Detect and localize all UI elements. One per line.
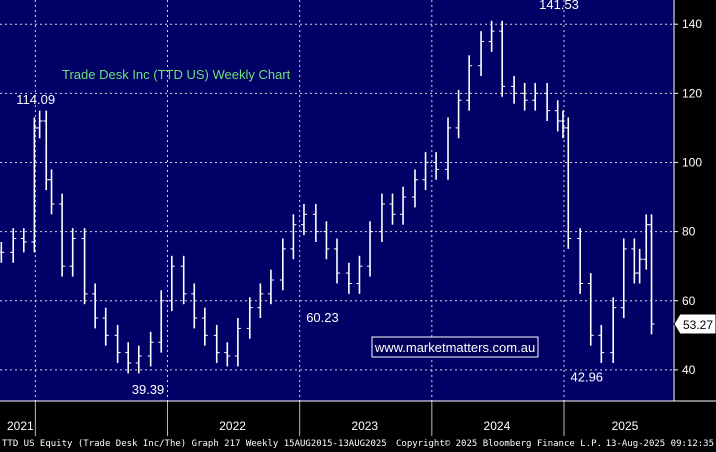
x-tick-label: 2021 (7, 419, 34, 433)
watermark-text: www.marketmatters.com.au (374, 340, 535, 355)
x-tick-label: 2023 (351, 419, 378, 433)
y-axis-panel (674, 0, 716, 401)
footer-security-info: TTD US Equity (Trade Desk Inc/The) Graph… (2, 439, 387, 449)
plot-area (0, 0, 674, 401)
y-tick-label: 120 (682, 86, 702, 100)
x-axis-panel (0, 401, 716, 436)
y-tick-label: 60 (682, 294, 696, 308)
price-annotation: 42.96 (571, 370, 604, 385)
y-tick-label: 40 (682, 363, 696, 377)
footer-timestamp: 13-Aug-2025 09:12:35 (605, 439, 714, 449)
last-value-tag (673, 313, 716, 335)
price-annotation: 39.39 (132, 382, 165, 397)
price-annotation: 141.53 (539, 0, 579, 12)
y-tick-label: 100 (682, 155, 702, 169)
chart-footer: TTD US Equity (Trade Desk Inc/The) Graph… (0, 436, 716, 452)
chart-canvas: 40 60 80 100 120 140 2021 2022 2023 2024 2025 Trade… (0, 0, 716, 436)
last-value-label: 53.27 (683, 318, 713, 332)
x-tick-label: 2025 (612, 419, 639, 433)
y-tick-label: 80 (682, 225, 696, 239)
price-annotation: 114.09 (16, 92, 55, 107)
y-tick-label: 140 (682, 17, 702, 31)
footer-copyright: Copyright© 2025 Bloomberg Finance L.P. (396, 439, 602, 449)
x-tick-label: 2022 (219, 419, 246, 433)
chart-title: Trade Desk Inc (TTD US) Weekly Chart (62, 67, 291, 82)
x-tick-label: 2024 (484, 419, 511, 433)
watermark-box (371, 336, 539, 358)
price-annotation: 60.23 (306, 310, 339, 325)
